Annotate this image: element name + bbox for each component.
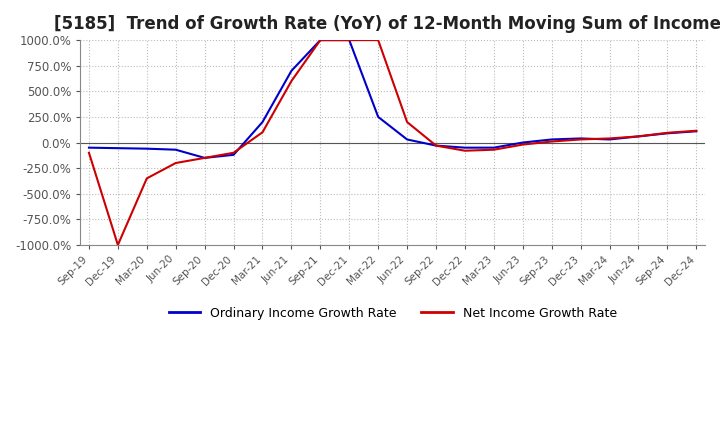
Title: [5185]  Trend of Growth Rate (YoY) of 12-Month Moving Sum of Incomes: [5185] Trend of Growth Rate (YoY) of 12-… [54, 15, 720, 33]
Legend: Ordinary Income Growth Rate, Net Income Growth Rate: Ordinary Income Growth Rate, Net Income … [163, 302, 621, 325]
